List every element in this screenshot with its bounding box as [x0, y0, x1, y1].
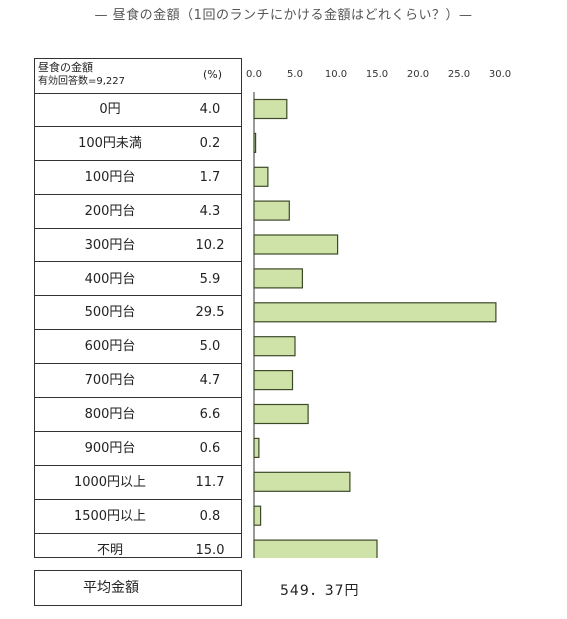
bar-7 — [253, 336, 296, 357]
row-value-label: 6.6 — [199, 407, 221, 423]
row-category-label: 600円台 — [84, 339, 136, 355]
table-header: 昼食の金額 有効回答数=9,227 (%) — [35, 59, 241, 94]
row-category-label: 700円台 — [84, 373, 136, 389]
row-value-label: 29.5 — [195, 305, 225, 321]
average-label: 平均金額 — [83, 580, 139, 596]
row-value-label: 10.2 — [195, 237, 225, 253]
row-category-label: 900円台 — [84, 441, 136, 456]
bar-10 — [253, 437, 260, 458]
x-tick-label: 30.0 — [489, 69, 511, 80]
table-row: 不明 15.0 — [35, 534, 241, 568]
x-tick-label: 10.0 — [325, 69, 347, 80]
table-row: 100円未満 0.2 — [35, 127, 241, 161]
x-tick-label: 0.0 — [246, 69, 262, 80]
table-header-unit: (%) — [203, 68, 223, 81]
bar-6 — [253, 302, 497, 323]
bar-9 — [253, 403, 309, 425]
row-value-label: 11.7 — [195, 474, 225, 490]
row-value-label: 15.0 — [195, 542, 225, 558]
bar-0 — [253, 98, 288, 120]
data-table: 昼食の金額 有効回答数=9,227 (%) 0円 4.0 100円未満 0.2 100円… — [34, 58, 242, 558]
average-label-box: 平均金額 — [34, 570, 242, 606]
x-tick-label: 25.0 — [448, 69, 470, 80]
row-value-label: 0.2 — [199, 135, 221, 151]
table-row: 1000円以上 11.7 — [35, 466, 241, 500]
table-header-label: 昼食の金額 — [38, 61, 93, 74]
table-header-respondents: 有効回答数=9,227 — [38, 76, 126, 87]
x-tick-label: 15.0 — [366, 69, 388, 80]
bar-1 — [253, 132, 257, 154]
bar-2 — [253, 166, 269, 187]
table-row: 100円台 1.7 — [35, 161, 241, 195]
row-value-label: 1.7 — [199, 169, 221, 185]
table-row: 900円台 0.6 — [35, 432, 241, 466]
table-row: 800円台 6.6 — [35, 398, 241, 432]
table-row: 1500円以上 0.8 — [35, 500, 241, 534]
row-category-label: 200円台 — [84, 203, 136, 219]
row-value-label: 4.3 — [199, 203, 221, 219]
row-value-label: 4.7 — [199, 373, 221, 389]
bar-4 — [253, 234, 339, 255]
row-category-label: 1500円以上 — [73, 508, 147, 524]
row-category-label: 100円台 — [84, 169, 136, 185]
row-category-label: 1000円以上 — [73, 474, 147, 490]
row-category-label: 不明 — [96, 542, 123, 558]
bar-11 — [253, 471, 351, 492]
row-category-label: 500円台 — [84, 305, 136, 321]
row-value-label: 0.8 — [199, 508, 221, 524]
table-row: 200円台 4.3 — [35, 195, 241, 229]
row-category-label: 0円 — [99, 102, 121, 117]
row-category-label: 100円未満 — [78, 135, 142, 151]
table-row: 400円台 5.9 — [35, 263, 241, 297]
table-row: 300円台 10.2 — [35, 229, 241, 263]
x-tick-label: 20.0 — [407, 69, 429, 80]
table-row: 600円台 5.0 — [35, 330, 241, 365]
x-tick-label: 5.0 — [287, 69, 303, 80]
row-value-label: 5.9 — [199, 271, 221, 287]
table-row: 700円台 4.7 — [35, 364, 241, 399]
row-value-label: 4.0 — [199, 102, 221, 117]
chart-title: — 昼食の金額（1回のランチにかける金額はどれくらい？）— — [94, 8, 473, 23]
bar-chart: 0.0 5.0 10.0 15.0 20.0 25.0 30.0 — [246, 69, 511, 558]
bar-5 — [253, 268, 304, 289]
row-category-label: 300円台 — [84, 237, 136, 253]
row-category-label: 400円台 — [84, 271, 136, 287]
table-row: 0円 4.0 — [35, 93, 241, 127]
bar-13 — [253, 539, 378, 558]
table-row: 500円台 29.5 — [35, 296, 241, 331]
row-value-label: 0.6 — [199, 441, 221, 456]
row-value-label: 5.0 — [199, 339, 221, 355]
bar-8 — [253, 370, 294, 391]
row-category-label: 800円台 — [84, 407, 136, 423]
bar-3 — [253, 200, 290, 221]
average-value: 549．37円 — [280, 583, 360, 599]
bar-12 — [253, 505, 262, 526]
